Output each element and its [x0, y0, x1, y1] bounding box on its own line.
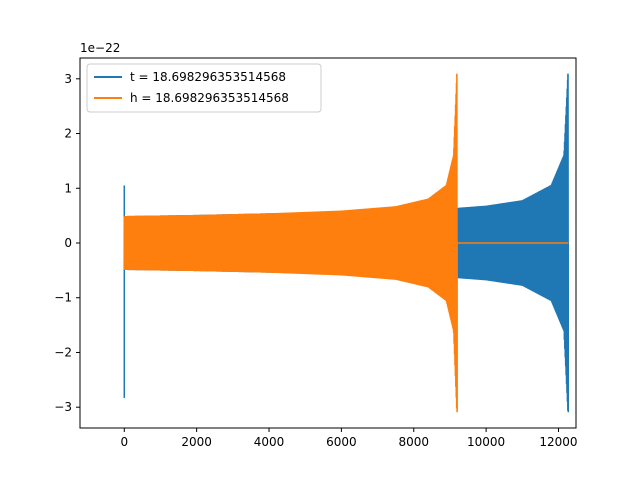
y-tick-label: 2 — [64, 127, 72, 141]
x-axis: 0 2000 4000 6000 8000 10000 12000 — [120, 428, 578, 449]
x-tick-label: 12000 — [539, 435, 577, 449]
legend-label-t: t = 18.698296353514568 — [130, 70, 286, 84]
y-scale-label: 1e−22 — [80, 41, 120, 55]
y-tick-label: 3 — [64, 72, 72, 86]
y-tick-label: −2 — [54, 345, 72, 359]
legend-box — [86, 63, 322, 113]
x-tick-label: 4000 — [254, 435, 285, 449]
legend-label-h: h = 18.698296353514568 — [130, 91, 289, 105]
y-axis: −3 −2 −1 0 1 2 3 — [54, 72, 80, 414]
y-tick-label: −3 — [54, 400, 72, 414]
legend: t = 18.698296353514568 h = 18.6982963535… — [86, 63, 322, 113]
y-tick-label: 0 — [64, 236, 72, 250]
plot-frame — [79, 57, 577, 429]
x-tick-label: 2000 — [181, 435, 212, 449]
x-tick-label: 8000 — [398, 435, 429, 449]
series-line-h — [123, 73, 569, 413]
plot-area — [123, 73, 570, 413]
y-tick-label: −1 — [54, 291, 72, 305]
x-tick-label: 0 — [120, 435, 128, 449]
y-tick-label: 1 — [64, 181, 72, 195]
x-tick-label: 6000 — [326, 435, 357, 449]
x-tick-label: 10000 — [467, 435, 505, 449]
